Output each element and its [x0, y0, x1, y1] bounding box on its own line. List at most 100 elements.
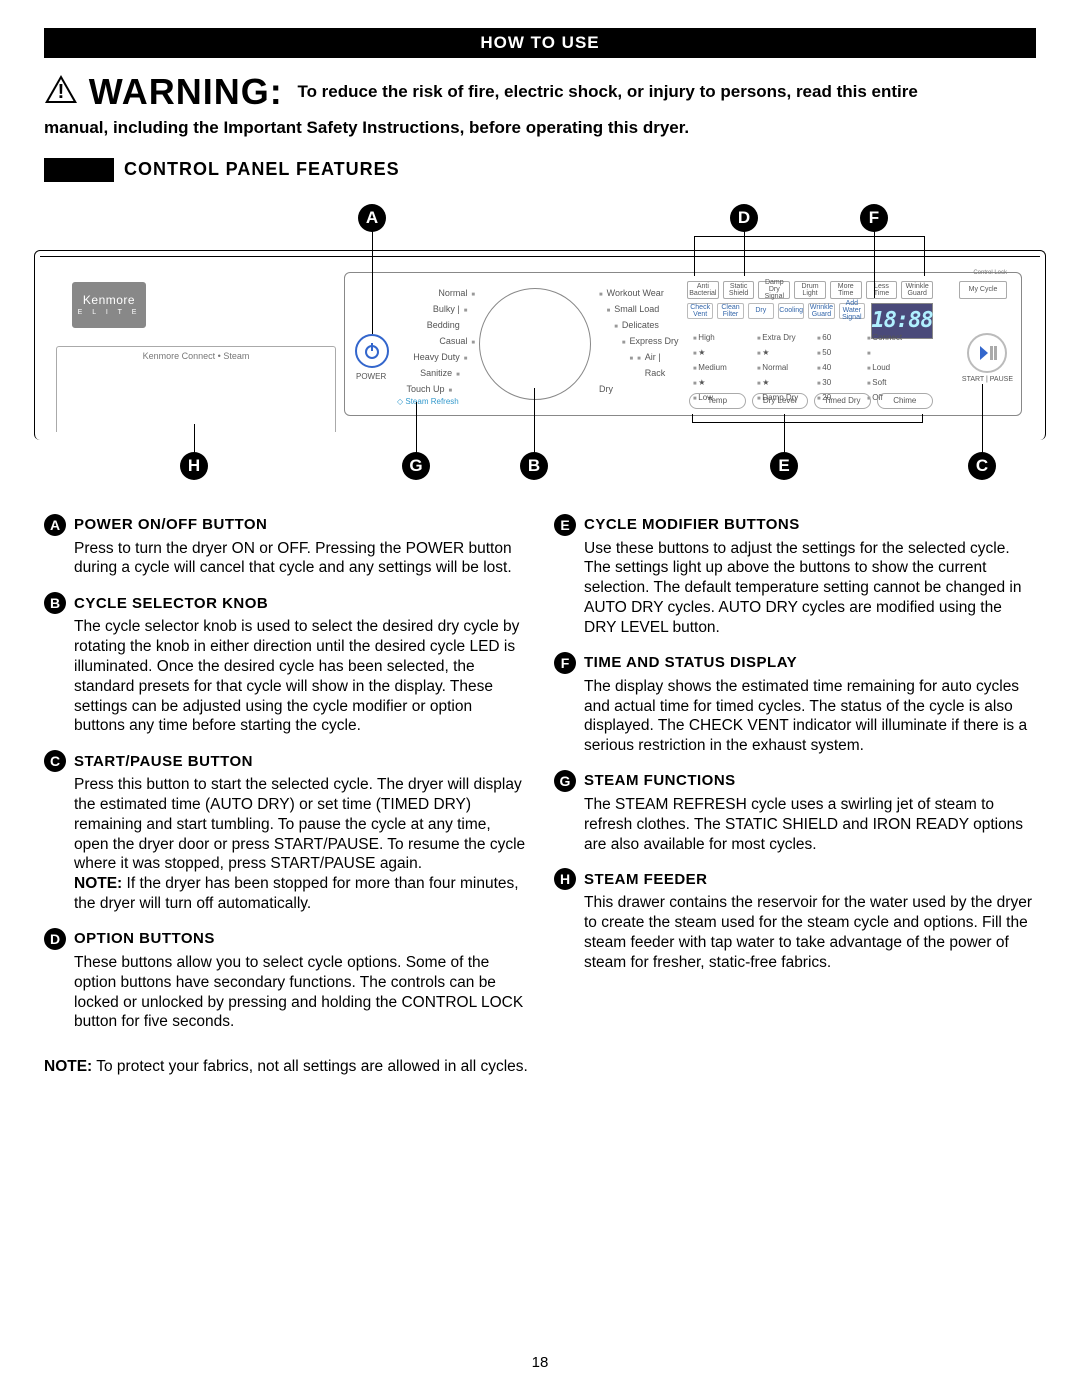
- status-indicator: Dry: [748, 303, 774, 319]
- steam-drawer-label: Kenmore Connect • Steam: [143, 351, 250, 361]
- feature-body: Press this button to start the selected …: [44, 775, 526, 874]
- feature-letter: C: [44, 750, 66, 772]
- option-button[interactable]: Anti Bacterial: [687, 281, 719, 299]
- control-panel-diagram: Kenmore E L I T E Kenmore Connect • Stea…: [44, 188, 1036, 478]
- callout-d: D: [730, 204, 758, 232]
- feature-item: B CYCLE SELECTOR KNOB The cycle selector k…: [44, 592, 526, 736]
- steam-drawer: Kenmore Connect • Steam: [56, 346, 336, 432]
- footer-note-lead: NOTE:: [44, 1058, 92, 1075]
- feature-body: This drawer contains the reservoir for t…: [554, 893, 1036, 972]
- cycle-list-right: Workout WearSmall LoadDelicatesExpress D…: [599, 285, 679, 397]
- status-indicator: Clean Filter: [717, 303, 743, 319]
- feature-title: POWER ON/OFF BUTTON: [74, 516, 267, 533]
- feature-body: Press to turn the dryer ON or OFF. Press…: [44, 539, 526, 579]
- callout-e: E: [770, 452, 798, 480]
- start-pause-button[interactable]: [967, 333, 1007, 373]
- page-number: 18: [0, 1354, 1080, 1371]
- my-cycle-button[interactable]: My Cycle: [959, 281, 1007, 299]
- option-button[interactable]: Less Time: [866, 281, 898, 299]
- lead-line-d-h: [694, 236, 924, 237]
- feature-title: TIME AND STATUS DISPLAY: [584, 654, 797, 671]
- power-button[interactable]: [355, 334, 389, 368]
- brand-plate: Kenmore E L I T E: [72, 282, 146, 328]
- feature-letter: D: [44, 928, 66, 950]
- lead-line-g: [416, 402, 417, 454]
- warning-text-1: To reduce the risk of fire, electric sho…: [297, 82, 917, 101]
- feature-item: APOWER ON/OFF BUTTONPress to turn the dr…: [44, 514, 526, 579]
- feature-body: The display shows the estimated time rem…: [554, 677, 1036, 756]
- brand-line: E L I T E: [78, 309, 141, 316]
- lead-line-c: [982, 384, 983, 454]
- callout-b: B: [520, 452, 548, 480]
- lead-line-b: [534, 388, 535, 454]
- lead-line-d-r: [924, 236, 925, 276]
- lead-line-e: [784, 414, 785, 454]
- option-button[interactable]: Damp Dry Signal: [758, 281, 790, 299]
- option-button[interactable]: Static Shield: [723, 281, 755, 299]
- lead-line-f: [874, 228, 875, 298]
- feature-item: GSTEAM FUNCTIONSThe STEAM REFRESH cycle …: [554, 770, 1036, 854]
- feature-title: STEAM FUNCTIONS: [584, 772, 736, 789]
- callout-h: H: [180, 452, 208, 480]
- start-pause-label: START | PAUSE: [962, 376, 1013, 383]
- warning-icon: !: [44, 74, 78, 111]
- feature-letter: F: [554, 652, 576, 674]
- status-indicator-row: Check VentClean FilterDryCoolingWrinkle …: [687, 303, 865, 319]
- cycle-list-left: NormalBulky | BeddingCasualHeavy DutySan…: [405, 285, 475, 399]
- option-button[interactable]: Wrinkle Guard: [901, 281, 933, 299]
- feature-item: C START/PAUSE BUTTON Press this button to …: [44, 750, 526, 914]
- callout-g: G: [402, 452, 430, 480]
- modifier-button[interactable]: Chime: [877, 393, 934, 409]
- option-button-row: Anti BacterialStatic ShieldDamp Dry Sign…: [687, 281, 933, 299]
- warning-heading: WARNING:: [89, 71, 283, 112]
- modifier-button[interactable]: Dry Level: [752, 393, 809, 409]
- modifier-button-row: Temp Dry Level Timed Dry Chime: [689, 393, 933, 409]
- section-title-row: CONTROL PANEL FEATURES: [44, 158, 1036, 182]
- feature-title: START/PAUSE BUTTON: [74, 753, 253, 770]
- lead-line-e-h: [692, 422, 922, 423]
- feature-letter: B: [44, 592, 66, 614]
- footer-note-text: To protect your fabrics, not all setting…: [92, 1058, 528, 1075]
- lead-line-a: [372, 228, 373, 334]
- feature-title: OPTION BUTTONS: [74, 930, 215, 947]
- callout-f: F: [860, 204, 888, 232]
- feature-title: STEAM FEEDER: [584, 871, 708, 888]
- callout-c: C: [968, 452, 996, 480]
- status-indicator: Cooling: [778, 303, 804, 319]
- feature-body: The cycle selector knob is used to selec…: [44, 617, 526, 736]
- feature-letter: E: [554, 514, 576, 536]
- lead-line-h: [194, 424, 195, 454]
- lead-line-d-l: [694, 236, 695, 276]
- footer-note: NOTE: To protect your fabrics, not all s…: [44, 1058, 1036, 1076]
- section-title-box: [44, 158, 114, 182]
- feature-item: H STEAM FEEDER This drawer contains the re…: [554, 868, 1036, 972]
- control-board: POWER ◇ Steam Refresh NormalBulky | Bedd…: [344, 272, 1022, 416]
- feature-note: NOTE: If the dryer has been stopped for …: [44, 874, 526, 914]
- power-label: POWER: [356, 372, 386, 381]
- feature-columns: APOWER ON/OFF BUTTONPress to turn the dr…: [44, 514, 1036, 1047]
- svg-text:!: !: [58, 81, 65, 103]
- warning-block: ! WARNING: To reduce the risk of fire, e…: [44, 68, 1036, 140]
- modifier-button[interactable]: Temp: [689, 393, 746, 409]
- option-button[interactable]: Drum Light: [794, 281, 826, 299]
- feature-body: Use these buttons to adjust the settings…: [554, 539, 1036, 638]
- brand-name: Kenmore: [83, 293, 135, 307]
- feature-item: F TIME AND STATUS DISPLAY The display show…: [554, 652, 1036, 756]
- warning-text-2: manual, including the Important Safety I…: [44, 117, 1036, 140]
- lead-line-e-l: [692, 414, 693, 423]
- feature-item: DOPTION BUTTONSThese buttons allow you t…: [44, 928, 526, 1032]
- feature-column-left: APOWER ON/OFF BUTTONPress to turn the dr…: [44, 514, 526, 1047]
- status-indicator: Check Vent: [687, 303, 713, 319]
- lead-line-e-r: [922, 414, 923, 423]
- feature-item: ECYCLE MODIFIER BUTTONSUse these buttons…: [554, 514, 1036, 638]
- status-indicator: Add Water Signal: [839, 303, 865, 319]
- cycle-selector-knob[interactable]: [479, 288, 591, 400]
- feature-title: CYCLE SELECTOR KNOB: [74, 595, 268, 612]
- modifier-button[interactable]: Timed Dry: [814, 393, 871, 409]
- feature-letter: H: [554, 868, 576, 890]
- feature-column-right: ECYCLE MODIFIER BUTTONSUse these buttons…: [554, 514, 1036, 1047]
- callout-a: A: [358, 204, 386, 232]
- header-bar: HOW TO USE: [44, 28, 1036, 58]
- control-lock-label: Control Lock: [973, 270, 1007, 276]
- option-button[interactable]: More Time: [830, 281, 862, 299]
